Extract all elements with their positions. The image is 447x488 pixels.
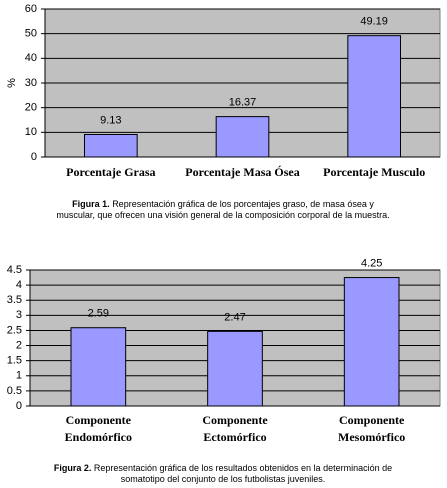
y-tick-label: 60 xyxy=(25,3,37,15)
y-tick-label: 50 xyxy=(25,28,37,40)
y-tick-label: 10 xyxy=(25,126,37,138)
y-tick-label: 30 xyxy=(25,77,37,89)
bar xyxy=(84,133,138,158)
caption-text: Representación gráfica de los porcentaje… xyxy=(56,199,390,220)
figure-label: Figura 2. xyxy=(53,463,92,473)
bar xyxy=(207,330,263,407)
y-tick-label: 20 xyxy=(25,102,37,114)
bar xyxy=(70,327,127,407)
caption-text: Representación gráfica de los resultados… xyxy=(93,463,393,484)
x-tick-label: Componente Mesomórfico xyxy=(338,413,406,444)
y-axis-label: % xyxy=(6,78,18,88)
figure-label: Figura 1. xyxy=(72,199,110,209)
y-tick-label: 0 xyxy=(31,151,37,163)
bar xyxy=(347,35,402,158)
y-tick-label: 3 xyxy=(16,309,22,321)
x-tick-label: Porcentaje Musculo xyxy=(323,165,426,179)
caption: Figura 1. Representación gráfica de los … xyxy=(53,199,393,221)
y-tick-label: 40 xyxy=(25,52,37,64)
y-tick-label: 4 xyxy=(16,279,22,291)
caption: Figura 2. Representación gráfica de los … xyxy=(53,463,393,485)
bar xyxy=(215,116,270,158)
y-tick-label: 4.5 xyxy=(7,264,22,276)
y-tick-label: 2.5 xyxy=(7,324,22,336)
value-label: 49.19 xyxy=(360,16,388,28)
y-tick-label: 1 xyxy=(16,370,22,382)
x-tick-label: Porcentaje Grasa xyxy=(66,165,156,179)
value-label: 16.37 xyxy=(229,97,257,109)
value-label: 2.47 xyxy=(224,311,245,323)
value-label: 9.13 xyxy=(100,114,121,126)
value-label: 4.25 xyxy=(361,257,382,269)
value-label: 2.59 xyxy=(88,308,109,320)
x-tick-label: Componente Ectomórfico xyxy=(202,413,268,444)
x-tick-label: Componente Endomórfico xyxy=(64,413,132,444)
y-tick-label: 0 xyxy=(16,400,22,412)
x-tick-label: Porcentaje Masa Ósea xyxy=(185,165,300,179)
bar xyxy=(343,277,400,407)
y-tick-label: 2 xyxy=(16,339,22,351)
y-tick-label: 3.5 xyxy=(7,294,22,306)
y-tick-label: 1.5 xyxy=(7,355,22,367)
y-tick-label: 0.5 xyxy=(7,385,22,397)
